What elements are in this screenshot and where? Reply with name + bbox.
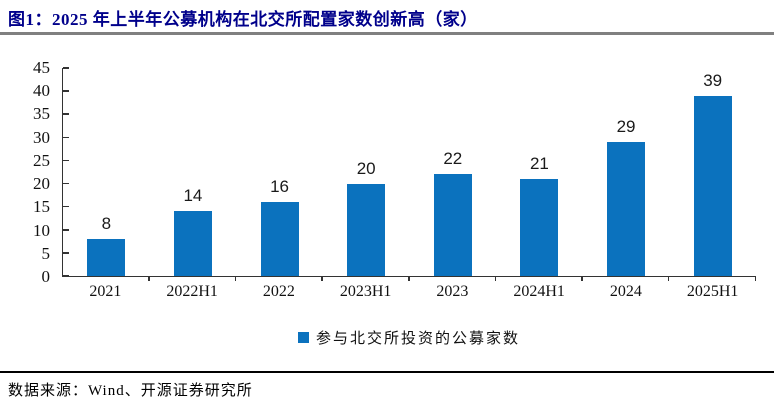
x-tick-mark (408, 276, 410, 281)
bar-value-label: 22 (443, 149, 463, 169)
bar-2022H1 (173, 211, 212, 276)
legend-label: 参与北交所投资的公募家数 (315, 331, 520, 347)
category-cell-2023H1: 20 (323, 68, 410, 276)
y-tick-mark (63, 90, 69, 92)
x-tick-mark (667, 276, 670, 281)
x-axis-label-2023: 2023 (436, 283, 469, 300)
title-separator-line (0, 32, 774, 35)
y-tick-label: 40 (33, 81, 50, 101)
y-tick-mark (63, 113, 69, 115)
category-cell-2022H1: 14 (150, 68, 237, 276)
y-tick-mark (63, 205, 69, 208)
bar-2024H1 (520, 178, 559, 276)
bar-value-label: 14 (183, 186, 203, 206)
x-tick-mark (148, 276, 150, 281)
y-tick-label: 45 (33, 58, 50, 77)
x-tick-mark (494, 276, 497, 281)
x-axis-labels: 2021 2022H1 2022 2023H1 2023 2024H1 2024 2025H1 (62, 283, 756, 301)
x-tick-mark (754, 276, 756, 281)
bar-series: 8 14 16 20 22 21 29 39 (63, 68, 756, 276)
x-axis-label-2021: 2021 (89, 283, 122, 300)
y-tick-label: 5 (41, 243, 51, 263)
x-axis-label-2024: 2024 (609, 283, 642, 300)
y-tick-mark (63, 182, 69, 185)
bar-value-label: 8 (101, 214, 112, 234)
y-tick-mark (63, 159, 69, 162)
y-tick-label: 25 (33, 150, 50, 170)
y-tick-label: 0 (41, 267, 51, 286)
legend-swatch-icon (297, 332, 309, 343)
category-cell-2024: 29 (583, 68, 670, 276)
category-cell-2023: 22 (410, 68, 497, 276)
data-source-label: 数据来源：Wind、开源证券研究所 (8, 383, 253, 399)
x-axis-label-2022: 2022 (262, 283, 295, 300)
y-tick-label: 35 (33, 104, 50, 124)
bar-value-label: 39 (703, 70, 723, 90)
y-tick-label: 10 (33, 220, 50, 240)
category-cell-2024H1: 21 (496, 68, 583, 276)
y-tick-mark (63, 229, 69, 231)
bar-2025H1 (693, 95, 732, 276)
x-axis-label-2022H1: 2022H1 (166, 283, 218, 300)
bar-value-label: 20 (356, 158, 376, 178)
footer-separator-line (0, 371, 774, 373)
y-axis: 0 5 10 15 20 25 30 35 40 45 (0, 58, 51, 286)
category-cell-2022: 16 (236, 68, 323, 276)
y-tick-mark (63, 252, 69, 254)
x-axis-label-2023H1: 2023H1 (339, 283, 392, 300)
x-axis-label-2025H1: 2025H1 (686, 283, 739, 300)
plot-area: 8 14 16 20 22 21 29 39 (62, 67, 756, 281)
category-cell-2025H1: 39 (669, 68, 756, 276)
x-tick-mark (581, 276, 583, 281)
bar-value-label: 29 (616, 116, 636, 136)
category-cell-2021: 8 (63, 68, 150, 276)
chart-legend: 参与北交所投资的公募家数 (62, 327, 756, 348)
bar-value-label: 16 (270, 177, 290, 197)
x-axis-label-2024H1: 2024H1 (513, 283, 565, 300)
y-tick-mark (63, 67, 69, 69)
figure-title: 图1：2025 年上半年公募机构在北交所配置家数创新高（家） (8, 10, 478, 29)
bar-2023H1 (347, 183, 386, 276)
bar-2023 (433, 174, 472, 276)
bar-2024 (607, 141, 646, 276)
y-tick-mark (63, 136, 69, 139)
bar-value-label: 21 (529, 153, 549, 173)
y-tick-label: 15 (33, 197, 50, 217)
y-tick-label: 20 (33, 174, 50, 194)
x-tick-mark (234, 276, 237, 281)
x-tick-mark (321, 276, 323, 281)
y-tick-mark (63, 275, 69, 277)
bar-2021 (87, 239, 126, 276)
y-tick-label: 30 (33, 127, 50, 147)
bar-2022 (260, 202, 299, 276)
